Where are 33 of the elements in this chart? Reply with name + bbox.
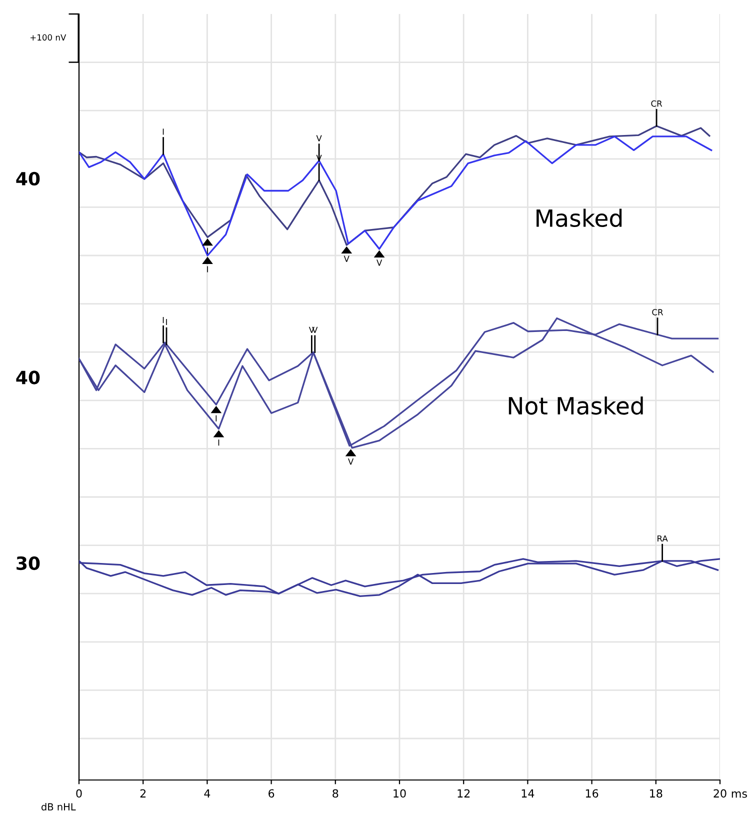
x-tick-label: 16 [586, 789, 598, 798]
x-tick-label: 12 [458, 789, 470, 798]
annotation: I [218, 440, 220, 446]
x-tick-label: 20 [714, 789, 726, 798]
annotation: I [216, 415, 217, 422]
annotation: CR [651, 100, 662, 107]
annotation: V [316, 135, 322, 142]
annotation: Masked [536, 208, 622, 228]
x-tick-label: 0 [76, 789, 82, 798]
annotation: I [207, 266, 208, 272]
text: +100 nV [30, 34, 66, 41]
x-tick-label: 14 [522, 789, 534, 798]
annotation: I [166, 318, 167, 326]
x-axis-title: ms [732, 791, 747, 798]
x-tick-label: 6 [268, 789, 274, 798]
annotation: I [162, 317, 164, 324]
annotation: V [348, 458, 354, 465]
x-tick-label: 2 [140, 789, 146, 798]
annotation: V [376, 260, 382, 266]
annotation: V [344, 256, 350, 262]
annotation: I [207, 248, 208, 254]
x-tick-label: 8 [332, 789, 338, 798]
x-tick-label: 4 [204, 789, 210, 798]
annotation: I [162, 128, 164, 135]
y-axis-title: dB nHL [42, 802, 76, 811]
text: 40 [16, 370, 40, 384]
text: 30 [16, 556, 40, 570]
annotation: RA [658, 535, 668, 542]
x-tick-label: 10 [394, 789, 406, 798]
annotation: CR [652, 309, 664, 316]
annotation: Not Masked [508, 396, 643, 415]
x-tick-label: 18 [650, 789, 662, 798]
text: 40 [16, 172, 40, 186]
